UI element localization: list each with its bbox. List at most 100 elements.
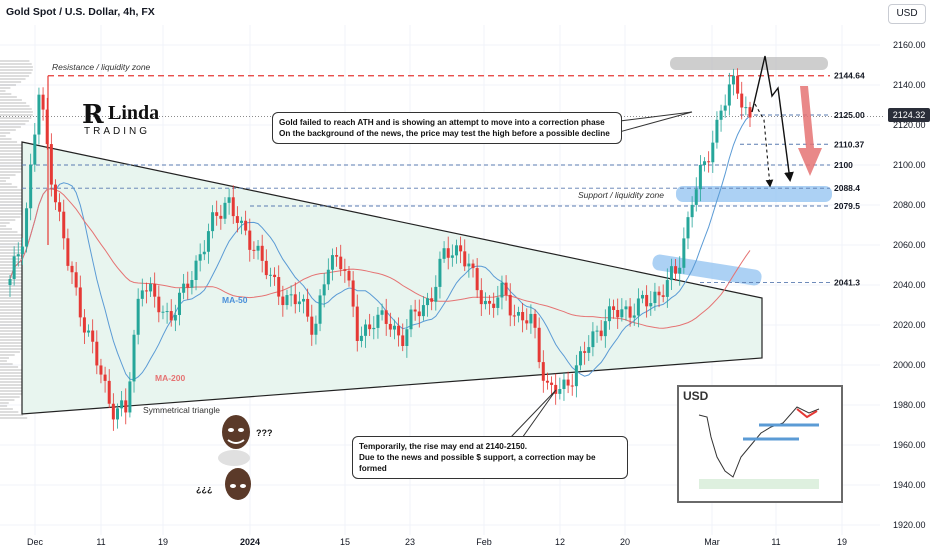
volume-bar — [0, 321, 38, 323]
candle-body — [8, 279, 12, 285]
candle-body — [525, 320, 529, 324]
callout-bottom: Temporarily, the rise may end at 2140-21… — [352, 436, 628, 479]
candle-body — [310, 316, 314, 335]
volume-bar — [0, 222, 10, 224]
candle-body — [289, 294, 293, 296]
y-tick-label: 1960.00 — [893, 440, 926, 450]
annotation-triangle: Symmetrical triangle — [143, 405, 220, 415]
candle-body — [595, 330, 599, 332]
candle-body — [405, 329, 409, 346]
candle-body — [326, 269, 330, 285]
candle-body — [202, 251, 206, 255]
candle-body — [49, 144, 53, 185]
volume-bar — [0, 195, 30, 197]
level-label: 2125.00 — [834, 110, 865, 120]
volume-bar — [0, 159, 33, 161]
callout-top-line1: Gold failed to reach ATH and is showing … — [279, 118, 605, 127]
volume-bar — [0, 318, 33, 320]
candle-body — [550, 382, 554, 385]
candle-body — [475, 268, 479, 291]
candle-body — [74, 272, 78, 288]
candle-body — [690, 204, 694, 218]
candle-body — [128, 381, 132, 413]
candle-body — [53, 184, 57, 203]
volume-bar — [0, 366, 19, 368]
volume-bar — [0, 168, 26, 170]
candle-body — [285, 295, 289, 306]
candle-body — [103, 374, 107, 381]
volume-bar — [0, 363, 13, 365]
candle-body — [645, 294, 649, 307]
inset-line — [698, 406, 820, 478]
candle-body — [496, 297, 500, 308]
candle-body — [409, 309, 413, 330]
volume-bar — [0, 264, 36, 266]
y-tick-label: 2060.00 — [893, 240, 926, 250]
y-tick-label: 2040.00 — [893, 280, 926, 290]
volume-bar — [0, 147, 27, 149]
candle-body — [620, 309, 624, 318]
callout-pointer-top — [611, 111, 693, 135]
candle-body — [454, 245, 458, 256]
candle-body — [467, 263, 471, 267]
candle-body — [339, 256, 343, 270]
candle-body — [62, 211, 66, 239]
inset-title: USD — [683, 389, 709, 403]
x-tick-label: Feb — [476, 537, 492, 547]
candle-body — [545, 380, 549, 383]
candle-body — [533, 313, 537, 328]
currency-button[interactable]: USD — [888, 4, 926, 24]
volume-bar — [0, 411, 19, 413]
volume-bar — [0, 108, 32, 110]
correction-arrow — [798, 86, 822, 176]
candle-body — [401, 335, 405, 346]
candle-body — [281, 296, 285, 306]
volume-bar — [0, 228, 12, 230]
candle-body — [426, 298, 430, 306]
candle-body — [649, 303, 653, 307]
candle-body — [566, 379, 570, 386]
volume-bar — [0, 189, 23, 191]
candle-body — [653, 291, 657, 304]
candle-body — [115, 408, 119, 420]
volume-bar — [0, 171, 21, 173]
candle-body — [438, 258, 442, 287]
volume-bar — [0, 405, 8, 407]
candle-body — [223, 202, 227, 219]
candle-body — [368, 324, 372, 330]
candle-body — [351, 280, 355, 307]
volume-bar — [0, 144, 23, 146]
candle-body — [562, 379, 566, 389]
meme-face-image — [212, 412, 258, 504]
volume-bar — [0, 126, 21, 128]
candle-body — [302, 298, 306, 302]
candle-body — [91, 330, 95, 342]
candle-body — [306, 298, 310, 317]
candle-body — [661, 295, 665, 297]
volume-bar — [0, 348, 25, 350]
candle-body — [177, 292, 181, 316]
candle-body — [392, 325, 396, 330]
candle-body — [397, 325, 401, 336]
candle-body — [537, 327, 541, 363]
candle-body — [459, 245, 463, 252]
volume-bar — [0, 375, 31, 377]
volume-bar — [0, 162, 32, 164]
volume-bar — [0, 339, 33, 341]
volume-bar — [0, 312, 30, 314]
candle-body — [583, 351, 587, 353]
candle-body — [99, 365, 103, 375]
volume-bar — [0, 309, 35, 311]
candle-body — [322, 284, 326, 296]
volume-bar — [0, 186, 18, 188]
candle-body — [182, 283, 186, 293]
meme-question-marks: ??? — [256, 428, 273, 438]
candle-body — [335, 255, 339, 257]
x-tick-label: 12 — [555, 537, 565, 547]
candle-body — [674, 266, 678, 274]
volume-bar — [0, 330, 31, 332]
candle-body — [727, 84, 731, 106]
volume-bar — [0, 393, 25, 395]
volume-bar — [0, 60, 30, 62]
candle-body — [136, 298, 140, 335]
